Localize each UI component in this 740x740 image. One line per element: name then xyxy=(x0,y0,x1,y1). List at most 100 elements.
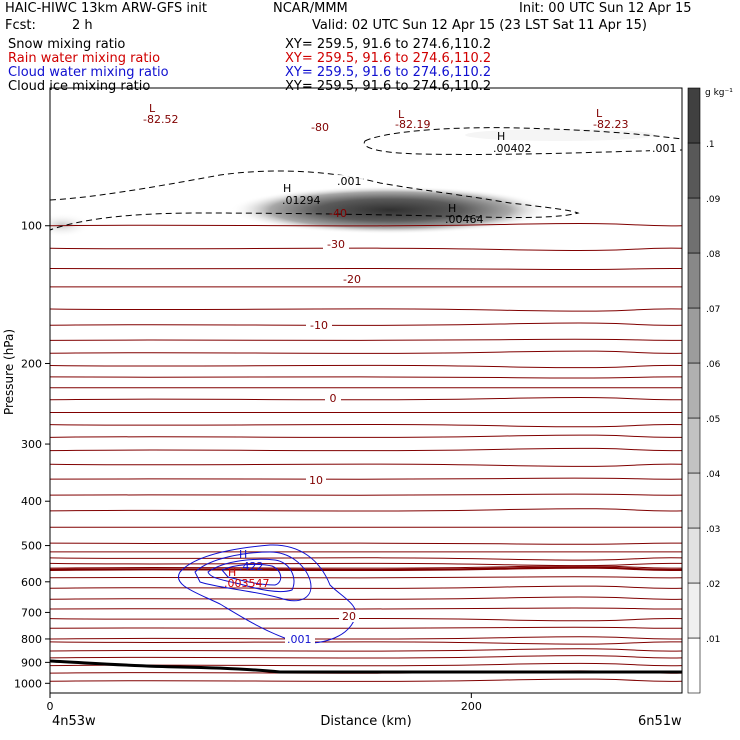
ice-contour-upper xyxy=(363,127,682,155)
colorbar-tick-label: .07 xyxy=(706,305,720,315)
isotherm-label: -80 xyxy=(311,121,329,134)
field-xy-snow: XY= 259.5, 91.6 to 274.6,110.2 xyxy=(285,37,492,52)
plot-area xyxy=(50,127,682,682)
isotherm xyxy=(50,463,682,467)
y-tick-label: 800 xyxy=(21,633,42,646)
high-marker: H xyxy=(448,202,456,215)
isotherm xyxy=(50,223,682,227)
org-label: NCAR/MMM xyxy=(273,1,348,16)
isotherm xyxy=(50,596,682,600)
chart-title: HAIC-HIWC 13km ARW-GFS init xyxy=(5,1,207,16)
colorbar-swatch xyxy=(687,362,701,419)
field-xy-cloud-ice: XY= 259.5, 91.6 to 274.6,110.2 xyxy=(285,79,492,94)
field-xy-cloud-water: XY= 259.5, 91.6 to 274.6,110.2 xyxy=(285,65,492,80)
ice-contour-label: .001 xyxy=(337,175,362,188)
isotherm xyxy=(50,322,682,326)
init-time: Init: 00 UTC Sun 12 Apr 15 xyxy=(519,1,692,16)
isotherm xyxy=(50,542,682,545)
colorbar-swatch xyxy=(687,472,701,529)
isotherm xyxy=(50,576,682,579)
colorbar-tick-label: .08 xyxy=(706,250,721,260)
isotherm xyxy=(50,585,682,589)
colorbar-unit: g kg⁻¹ xyxy=(705,88,733,98)
isotherm-label: -20 xyxy=(343,273,361,286)
isotherm-label: 20 xyxy=(342,610,356,623)
isotherm xyxy=(50,648,682,652)
colorbar-tick-label: .02 xyxy=(706,580,720,590)
low-marker: L xyxy=(398,108,405,121)
left-endpoint-label: 4n53w xyxy=(52,714,96,729)
x-axis-label: Distance (km) xyxy=(320,714,411,729)
high-marker: H xyxy=(239,548,247,561)
colorbar-tick-label: .04 xyxy=(706,470,721,480)
isotherm xyxy=(50,477,682,480)
fcst-value: 2 h xyxy=(72,18,93,33)
isotherm-label: 0 xyxy=(330,392,337,405)
colorbar-swatch xyxy=(687,527,701,584)
isotherm xyxy=(50,364,682,369)
isotherm xyxy=(50,626,682,629)
colorbar-swatch xyxy=(687,87,701,144)
field-xy-rain: XY= 259.5, 91.6 to 274.6,110.2 xyxy=(285,51,492,66)
colorbar-swatch xyxy=(687,582,701,639)
isotherm xyxy=(50,565,682,569)
isotherm xyxy=(50,557,682,561)
valid-time: Valid: 02 UTC Sun 12 Apr 15 (23 LST Sat … xyxy=(312,18,647,33)
isotherm xyxy=(50,562,682,567)
high-value: .422 xyxy=(239,560,264,573)
y-tick-label: 400 xyxy=(21,495,42,508)
fcst-label: Fcst: xyxy=(5,18,36,33)
isotherm xyxy=(50,607,682,610)
high-marker: H xyxy=(497,130,505,143)
field-name-snow: Snow mixing ratio xyxy=(8,37,126,52)
high-value: .00464 xyxy=(445,213,484,226)
temperature-isotherms xyxy=(50,223,682,682)
isotherm-label: -10 xyxy=(310,319,328,332)
colorbar-swatch xyxy=(687,307,701,364)
right-endpoint-label: 6n51w xyxy=(638,714,682,729)
isotherm xyxy=(50,617,682,622)
isotherm xyxy=(50,338,682,341)
x-tick-label: 0 xyxy=(47,700,54,713)
snow-max-shading xyxy=(230,186,550,234)
colorbar-tick-label: .03 xyxy=(706,525,720,535)
low-value: -82.19 xyxy=(395,118,430,131)
y-tick-label: 100 xyxy=(21,220,42,233)
isotherm xyxy=(50,447,682,452)
snow-left-shading xyxy=(50,213,92,237)
y-axis: 100 200 300 400 500 600 700 800 900 1000 xyxy=(14,220,50,690)
y-tick-label: 500 xyxy=(21,540,42,553)
colorbar-tick-label: .06 xyxy=(706,360,721,370)
x-tick-label: 200 xyxy=(461,700,482,713)
colorbar-swatch xyxy=(687,417,701,474)
y-tick-label: 1000 xyxy=(14,677,42,690)
colorbar-swatch xyxy=(687,197,701,254)
low-marker: L xyxy=(149,102,156,115)
isotherm-label: 10 xyxy=(309,474,323,487)
isotherm xyxy=(50,434,682,438)
colorbar-swatch xyxy=(687,252,701,309)
ice-contour-label: .001 xyxy=(652,142,677,155)
colorbar: .01 .02 .03 .04 .05 .06 .07 .08 .09 .1 xyxy=(687,87,721,694)
ice-contour-main xyxy=(50,170,580,231)
y-tick-label: 900 xyxy=(21,656,42,669)
isotherm xyxy=(50,493,682,496)
isotherm xyxy=(50,508,682,512)
high-value: .01294 xyxy=(282,194,321,207)
x-axis: 0 200 xyxy=(47,693,482,713)
plot-frame xyxy=(49,87,683,694)
colorbar-swatch xyxy=(687,637,701,694)
high-marker: H xyxy=(283,182,291,195)
isotherm xyxy=(50,350,682,354)
low-value: -82.52 xyxy=(143,113,178,126)
y-tick-label: 200 xyxy=(21,357,42,370)
ground-surface xyxy=(50,659,682,674)
high-marker: H xyxy=(228,566,236,579)
field-name-cloud-ice: Cloud ice mixing ratio xyxy=(8,79,151,94)
colorbar-tick-label: .01 xyxy=(706,635,720,645)
y-tick-label: 300 xyxy=(21,438,42,451)
isotherm xyxy=(50,308,682,312)
isotherm xyxy=(50,641,682,645)
low-value: -82.23 xyxy=(593,118,628,131)
